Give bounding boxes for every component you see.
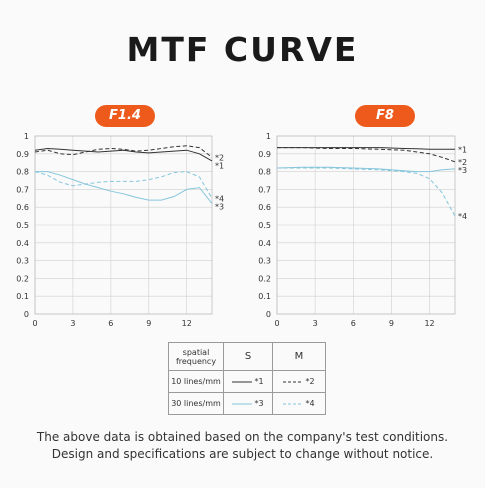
y-tick-label: 0.7 (16, 185, 29, 194)
y-tick-label: 0.7 (258, 185, 271, 194)
y-tick-label: 0.5 (16, 221, 29, 230)
series-end-label: *3 (458, 166, 467, 175)
legend-table: spatial frequency S M 10 lines/mm *1 *2 … (168, 342, 326, 415)
x-tick-label: 9 (146, 319, 151, 328)
y-tick-label: 0.3 (16, 257, 29, 266)
series-line-star3 (276, 166, 456, 173)
legend-row-label: 30 lines/mm (168, 392, 224, 415)
legend-header-frequency: spatial frequency (168, 342, 224, 371)
legend-entry-2: *2 (272, 370, 326, 393)
legend-header-s: S (223, 342, 273, 371)
y-tick-label: 0.5 (258, 221, 271, 230)
y-tick-label: 0.6 (16, 203, 29, 212)
y-tick-label: 0.2 (258, 274, 271, 283)
x-tick-label: 9 (389, 319, 394, 328)
legend-label-1: *1 (254, 377, 264, 386)
mtf-chart-f8: 00.10.20.30.40.50.60.70.80.910 3 6 9 12*1*2*… (258, 132, 467, 328)
y-tick-label: 0.9 (16, 150, 29, 159)
y-tick-label: 0.4 (258, 239, 271, 248)
legend-label-4: *4 (305, 399, 315, 408)
legend-row-label: 10 lines/mm (168, 370, 224, 393)
y-tick-label: 0 (24, 310, 29, 319)
series-end-label: *4 (458, 212, 467, 221)
legend-sample-4 (283, 403, 304, 404)
series-line-star1 (34, 147, 213, 162)
footer-line-2: Design and specifications are subject to… (51, 447, 434, 461)
legend-entry-4: *4 (272, 392, 326, 415)
series-line-star4 (277, 167, 456, 217)
y-tick-label: 0.2 (16, 274, 29, 283)
series-end-label: *2 (458, 158, 467, 167)
legend-entry-3: *3 (223, 392, 273, 415)
legend-header-m: M (272, 342, 326, 371)
x-tick-label: 6 (108, 319, 113, 328)
x-tick-label: 0 (32, 319, 37, 328)
legend-label-2: *2 (305, 377, 315, 386)
series-end-label: *3 (215, 202, 224, 211)
series-end-label: *1 (215, 161, 224, 170)
y-tick-label: 0.6 (258, 203, 271, 212)
x-tick-label: 3 (313, 319, 318, 328)
y-tick-label: 0 (266, 310, 271, 319)
legend-entry-1: *1 (223, 370, 273, 393)
plot-frame (276, 135, 456, 315)
x-tick-label: 0 (274, 319, 279, 328)
y-tick-label: 1 (24, 132, 29, 141)
y-tick-label: 0.4 (16, 239, 29, 248)
y-tick-label: 0.3 (258, 257, 271, 266)
x-tick-label: 3 (70, 319, 75, 328)
series-end-label: *2 (215, 153, 224, 162)
legend-sample-3 (232, 403, 253, 404)
chart-title-f8: F8 (355, 105, 415, 127)
series-line-star2 (277, 147, 456, 163)
x-tick-label: 12 (424, 319, 434, 328)
legend-label-3: *3 (254, 399, 264, 408)
series-end-label: *1 (458, 145, 467, 154)
chart-title-f1-4: F1.4 (95, 105, 155, 127)
page-title: MTF CURVE (126, 30, 359, 69)
y-tick-label: 0.1 (258, 292, 271, 301)
footer-line-1: The above data is obtained based on the … (36, 430, 449, 444)
y-tick-label: 0.8 (16, 168, 29, 177)
series-line-star4 (34, 171, 213, 199)
y-tick-label: 0.8 (258, 168, 271, 177)
y-tick-label: 1 (266, 132, 271, 141)
series-line-star3 (35, 171, 213, 204)
series-line-star1 (277, 147, 455, 150)
series-end-label: *4 (215, 194, 224, 203)
y-tick-label: 0.9 (258, 150, 271, 159)
x-tick-label: 6 (351, 319, 356, 328)
y-tick-label: 0.1 (16, 292, 29, 301)
legend-sample-1 (232, 381, 253, 382)
plot-frame (34, 135, 213, 315)
x-tick-label: 12 (182, 319, 192, 328)
legend-sample-2 (283, 381, 304, 382)
mtf-chart-f1-4: 0 0.1 0.2 0.3 0.4 0.5 0.6 0.7 0.8 0.9 1 0 3 6 9 12 *2*1 *… (16, 132, 224, 328)
